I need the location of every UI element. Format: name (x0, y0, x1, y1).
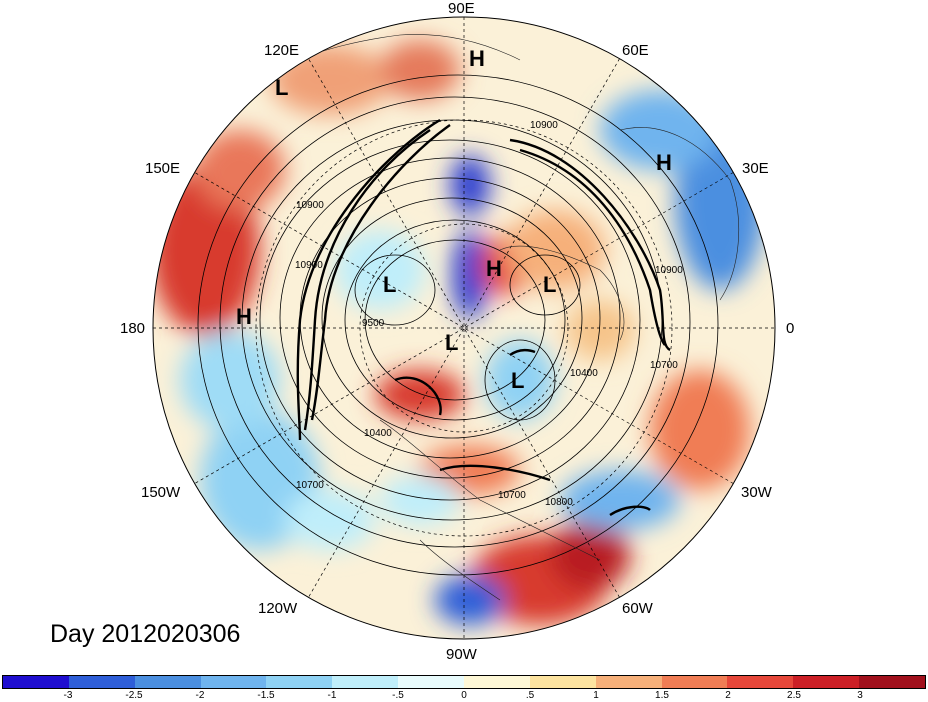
colorbar (2, 675, 926, 689)
coastlines (299, 34, 739, 601)
contour-label: 10900 (655, 265, 683, 276)
colorbar-tick-label: -2 (195, 690, 205, 701)
longitude-label-150w: 150W (141, 484, 181, 501)
colorbar-segment (332, 676, 399, 688)
longitude-label-30e: 30E (742, 160, 769, 177)
colorbar-segment (793, 676, 860, 688)
colorbar-tick-label: 2.5 (787, 690, 801, 701)
longitude-label-120e: 120E (264, 42, 300, 59)
contour-label: 10900 (530, 120, 558, 131)
pressure-system-marker: L (511, 368, 525, 393)
colorbar-segment (266, 676, 333, 688)
pressure-system-marker: H (236, 304, 252, 329)
longitude-label-60w: 60W (622, 600, 653, 617)
colorbar-tick-label: -.5 (392, 690, 404, 701)
contour-label: 10900 (295, 260, 323, 271)
colorbar-segment (3, 676, 69, 688)
contour-label: 10800 (545, 497, 573, 508)
longitude-label-90w: 90W (446, 646, 477, 663)
colorbar-segment (529, 676, 596, 688)
colorbar-tick-label: 1 (593, 690, 599, 701)
colorbar-segment (398, 676, 465, 688)
longitude-label-0: 0 (786, 320, 795, 337)
pressure-system-marker: L (275, 75, 289, 100)
contour-label: 9500 (362, 318, 385, 329)
colorbar-tick-label: -3 (63, 690, 73, 701)
longitude-label-60e: 60E (622, 42, 649, 59)
colorbar-tick-label: .5 (525, 690, 535, 701)
contour-label: 10700 (296, 480, 324, 491)
colorbar-tick-label: 3 (857, 690, 863, 701)
colorbar-tick-label: -1.5 (257, 690, 275, 701)
jet-stream-contours (296, 118, 671, 517)
longitude-label-150e: 150E (145, 160, 181, 177)
pressure-system-marker: H (469, 46, 485, 71)
colorbar-segment (68, 676, 135, 688)
pressure-system-marker: L (383, 272, 397, 297)
contour-label: 10900 (296, 200, 324, 211)
colorbar-tick-labels: -3 -2.5 -2 -1.5 -1 -.5 0 .5 1 1.5 2 2.5 3 (2, 690, 926, 702)
longitude-label-120w: 120W (258, 600, 298, 617)
colorbar-segment (200, 676, 267, 688)
colorbar-tick-label: 1.5 (655, 690, 669, 701)
colorbar-segment (464, 676, 530, 688)
pressure-system-marker: L (543, 272, 557, 297)
pressure-system-marker: L (445, 330, 459, 355)
contour-label: 10400 (570, 368, 598, 379)
colorbar-tick-label: -2.5 (125, 690, 143, 701)
colorbar-segment (661, 676, 728, 688)
colorbar-segment (134, 676, 201, 688)
colorbar-segment (859, 676, 926, 688)
contour-label: 10700 (650, 360, 678, 371)
height-contours (197, 74, 719, 576)
colorbar-segment (595, 676, 662, 688)
contour-label: 10400 (364, 428, 392, 439)
colorbar-tick-label: 2 (725, 690, 731, 701)
contour-label: 10700 (498, 490, 526, 501)
pressure-system-marker: H (486, 256, 502, 281)
colorbar-tick-label: -1 (327, 690, 337, 701)
colorbar-segment (727, 676, 794, 688)
day-label: Day 2012020306 (50, 620, 241, 648)
colorbar-tick-label: 0 (461, 690, 467, 701)
pressure-system-marker: H (656, 150, 672, 175)
longitude-label-30w: 30W (741, 484, 772, 501)
longitude-label-90e: 90E (448, 0, 475, 17)
longitude-label-180: 180 (120, 320, 146, 337)
